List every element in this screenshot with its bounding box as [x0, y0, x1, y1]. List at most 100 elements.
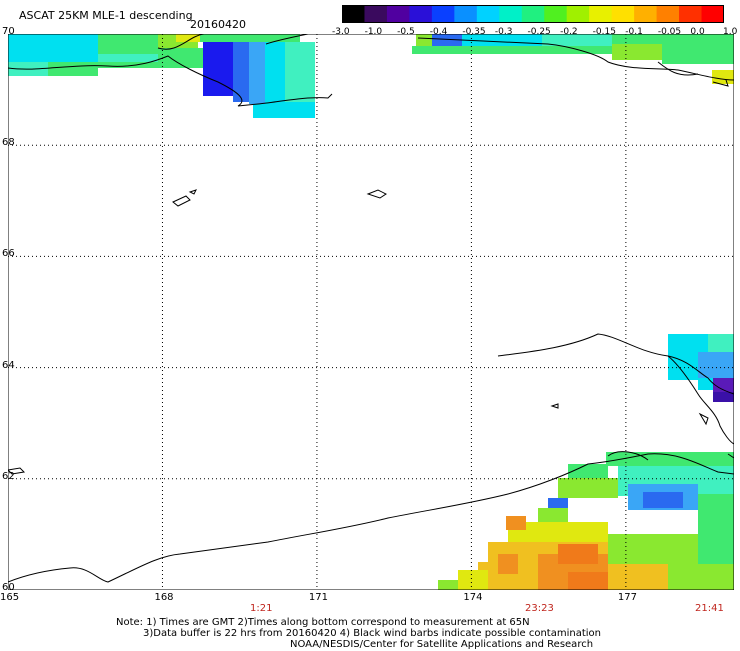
wind-cell: [506, 516, 526, 530]
note-line-2: 3)Data buffer is 22 hrs from 20160420 4)…: [143, 628, 601, 639]
lon-label: 171: [308, 592, 329, 603]
colorbar-label: -0.3: [494, 27, 513, 37]
lon-label: 168: [154, 592, 174, 603]
lon-label: 174: [463, 592, 483, 603]
wind-cell: [698, 494, 734, 534]
lat-label: 66: [2, 248, 15, 260]
wind-cell: [438, 580, 458, 590]
lon-label: 177: [617, 592, 637, 603]
wind-cell: [612, 34, 662, 44]
colorbar-segment: [611, 5, 635, 23]
wind-cell: [568, 464, 608, 478]
colorbar-border: [342, 5, 724, 23]
colorbar-label: -0.4: [429, 27, 448, 37]
colorbar-segment: [454, 5, 478, 23]
wind-cell: [698, 352, 734, 378]
wind-cell: [568, 572, 608, 590]
colorbar-segment: [544, 5, 568, 23]
wind-cell: [98, 54, 158, 64]
colorbar-segment: [499, 5, 523, 23]
wind-cell: [542, 34, 612, 46]
colorbar-segment: [364, 5, 388, 23]
coastline: [8, 34, 734, 583]
colorbar-segment: [634, 5, 658, 23]
wind-cell: [462, 34, 542, 46]
note-line-1: Note: 1) Times are GMT 2)Times along bot…: [116, 617, 530, 628]
island-4: [8, 467, 26, 475]
lat-label: 62: [2, 470, 15, 482]
wind-cell: [668, 564, 734, 590]
map-panel: [8, 34, 734, 590]
island-3: [188, 189, 197, 195]
note-line-3: NOAA/NESDIS/Center for Satellite Applica…: [290, 639, 594, 650]
island-2: [172, 195, 191, 207]
lat-label: 68: [2, 137, 15, 149]
colorbar-segment: [566, 5, 590, 23]
coastline-chukotka-2: [667, 355, 734, 445]
wind-cell: [432, 34, 462, 46]
wind-cell: [558, 478, 618, 498]
wind-cell: [412, 46, 612, 54]
coastline-koryak: [8, 453, 734, 583]
colorbar-segment: [701, 5, 724, 23]
coastline-arctic-west-2: [157, 34, 309, 50]
time-label-1: 1:21: [250, 603, 273, 614]
colorbar-label: -0.35: [462, 27, 486, 37]
map-frame: [8, 34, 734, 590]
wind-cell: [233, 42, 249, 102]
wind-cell: [200, 34, 300, 42]
wind-cell: [713, 378, 734, 392]
wind-swaths: [8, 34, 734, 590]
coastline-arctic-east: [417, 37, 734, 81]
wind-cell: [98, 34, 158, 54]
wind-cell: [608, 534, 698, 564]
wind-cell: [612, 44, 662, 60]
colorbar-segment: [589, 5, 613, 23]
colorbar-label: -0.5: [397, 27, 415, 37]
wind-cell: [643, 492, 683, 508]
graticule: [8, 34, 734, 590]
islet: [550, 403, 559, 409]
coastline-arctic-east-2: [657, 61, 729, 87]
lat-label: 64: [2, 359, 15, 371]
wind-cell: [416, 34, 432, 46]
colorbar-segment: [431, 5, 455, 23]
lat-label: 60: [2, 582, 15, 593]
wind-cell: [285, 102, 315, 118]
wind-cell: [265, 42, 285, 114]
island-1: [366, 189, 387, 199]
colorbar-segment: [521, 5, 545, 23]
wind-cell: [558, 544, 598, 564]
wind-cell: [158, 48, 203, 68]
wind-cell: [176, 34, 204, 42]
colorbar-label: -3.0: [332, 27, 350, 37]
wind-cell: [662, 34, 734, 64]
wind-cell: [712, 70, 734, 84]
wind-cell: [508, 522, 608, 542]
colorbar-label: -0.15: [592, 27, 616, 37]
wind-cell: [253, 104, 285, 118]
time-label-2: 23:23: [525, 603, 554, 614]
colorbar-label: -0.2: [560, 27, 578, 37]
coastline-chukotka-3: [698, 412, 734, 459]
colorbar-segment: [409, 5, 433, 23]
wind-cell: [713, 392, 734, 402]
wind-cell: [8, 34, 98, 62]
coastline-arctic-west: [8, 55, 333, 107]
wind-cell: [698, 378, 713, 390]
product-date: 20160420: [190, 18, 246, 31]
coastline-chukotka: [497, 333, 734, 395]
lon-label: 165: [0, 592, 20, 603]
colorbar-label: -0.1: [625, 27, 643, 37]
wind-cell: [48, 62, 98, 76]
wind-cell: [498, 554, 518, 574]
product-title: ASCAT 25KM MLE-1 descending: [19, 9, 193, 22]
lat-label: 70: [2, 26, 15, 37]
map-border: [8, 34, 734, 590]
colorbar-segment: [476, 5, 500, 23]
colorbar-label: 0.0: [690, 27, 705, 37]
wind-cell: [249, 42, 265, 104]
wind-cell: [458, 570, 488, 590]
wind-cell: [98, 62, 158, 68]
colorbar-segment: [342, 5, 365, 23]
